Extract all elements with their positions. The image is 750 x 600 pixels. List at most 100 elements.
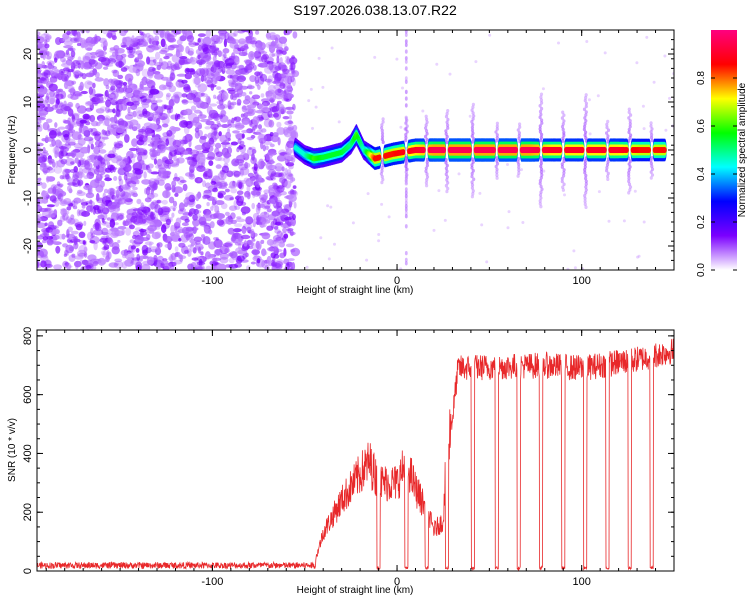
noise-blob xyxy=(40,260,47,268)
noise-blob xyxy=(152,59,157,63)
noise-blob xyxy=(239,166,250,176)
noise-blob xyxy=(192,42,199,46)
noise-blob xyxy=(275,259,284,267)
noise-blob xyxy=(171,54,180,63)
noise-blob xyxy=(249,91,253,95)
noise-blob xyxy=(573,266,577,270)
noise-blob xyxy=(189,70,196,75)
noise-blob xyxy=(221,54,226,62)
noise-blob xyxy=(285,211,294,216)
noise-blob xyxy=(155,40,159,46)
leakage-blob xyxy=(538,124,542,128)
leakage-blob xyxy=(561,127,565,132)
noise-blob xyxy=(143,122,153,128)
noise-blob xyxy=(241,246,249,252)
signal-blob xyxy=(647,147,651,153)
noise-blob xyxy=(252,249,258,257)
noise-blob xyxy=(164,183,172,191)
noise-blob xyxy=(221,89,225,93)
leakage-blob xyxy=(605,163,610,167)
noise-blob xyxy=(273,192,282,198)
noise-blob xyxy=(129,124,134,130)
leakage-blob xyxy=(584,95,588,100)
noise-blob xyxy=(202,195,207,200)
noise-blob xyxy=(95,221,100,231)
leakage-blob xyxy=(540,121,544,125)
noise-blob xyxy=(60,215,66,222)
leakage-blob xyxy=(606,128,611,132)
noise-blob xyxy=(290,188,295,196)
noise-blob xyxy=(197,129,203,137)
noise-blob xyxy=(264,265,270,270)
noise-blob xyxy=(209,260,219,266)
noise-blob xyxy=(197,44,203,52)
noise-blob xyxy=(285,243,295,248)
leakage-blob xyxy=(404,164,408,169)
noise-blob xyxy=(166,130,173,137)
spectrogram-x-label: Height of straight line (km) xyxy=(297,285,414,296)
leakage-blob xyxy=(540,101,544,105)
noise-blob xyxy=(240,113,245,118)
noise-blob xyxy=(179,111,184,118)
noise-blob xyxy=(129,259,139,265)
noise-blob xyxy=(185,227,194,232)
noise-blob xyxy=(199,137,207,144)
noise-blob xyxy=(150,246,158,250)
noise-blob xyxy=(264,56,274,64)
noise-blob xyxy=(223,38,227,48)
noise-blob xyxy=(81,204,86,209)
noise-blob xyxy=(45,118,53,124)
colorbar-tick-label: 0.6 xyxy=(696,119,707,133)
leakage-blob xyxy=(518,125,522,129)
noise-blob xyxy=(79,81,84,90)
noise-blob xyxy=(109,47,116,51)
noise-blob xyxy=(130,245,136,250)
noise-blob xyxy=(71,253,76,258)
noise-blob xyxy=(270,252,276,259)
leakage-blob xyxy=(606,160,610,164)
noise-blob xyxy=(103,130,107,136)
noise-blob xyxy=(152,148,156,157)
signal-blob xyxy=(468,146,472,154)
noise-blob xyxy=(109,218,116,228)
noise-blob xyxy=(100,180,105,188)
noise-blob xyxy=(437,189,441,193)
leakage-blob xyxy=(494,130,498,134)
leakage-blob xyxy=(584,179,588,184)
noise-blob xyxy=(195,193,200,202)
leakage-blob xyxy=(606,171,610,176)
noise-blob xyxy=(93,229,104,236)
noise-blob xyxy=(75,223,83,231)
noise-blob xyxy=(435,62,439,66)
spectrogram-y-tick-label: -20 xyxy=(22,238,34,254)
noise-blob xyxy=(257,84,261,90)
stripe-blob xyxy=(404,59,408,64)
noise-blob xyxy=(251,94,261,100)
snr-y-tick-label: 400 xyxy=(22,444,34,462)
noise-blob xyxy=(220,182,229,187)
noise-blob xyxy=(287,258,295,262)
leakage-blob xyxy=(517,165,521,170)
noise-blob xyxy=(291,177,296,182)
noise-blob xyxy=(136,123,141,130)
leakage-blob xyxy=(380,180,384,185)
leakage-blob xyxy=(649,135,654,140)
noise-blob xyxy=(162,123,169,128)
leakage-blob xyxy=(380,128,384,133)
noise-blob xyxy=(95,159,99,167)
noise-blob xyxy=(234,242,241,246)
noise-blob xyxy=(265,154,270,161)
stripe-blob xyxy=(404,214,408,219)
noise-blob xyxy=(37,35,41,43)
noise-blob xyxy=(39,33,50,41)
noise-blob xyxy=(153,178,159,183)
noise-blob xyxy=(146,56,151,65)
noise-blob xyxy=(193,76,201,85)
leakage-blob xyxy=(650,132,654,137)
noise-blob xyxy=(150,102,159,111)
noise-blob xyxy=(45,175,50,183)
noise-blob xyxy=(269,132,274,137)
noise-blob xyxy=(240,45,249,51)
noise-blob xyxy=(107,187,116,196)
noise-blob xyxy=(154,73,164,79)
